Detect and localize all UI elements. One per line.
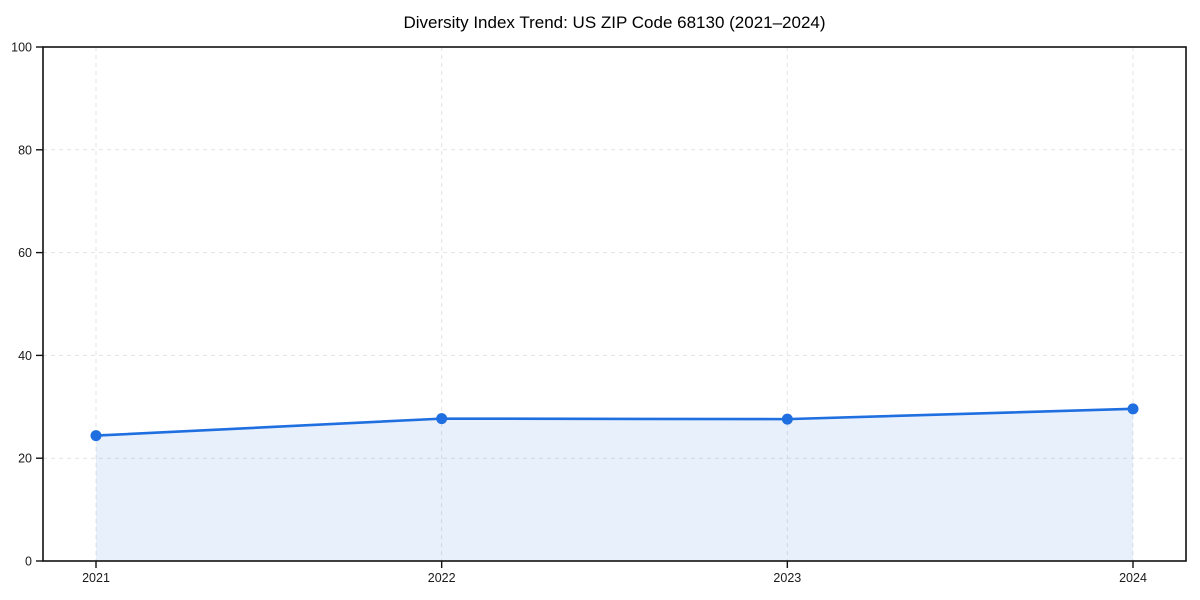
- chart-title: Diversity Index Trend: US ZIP Code 68130…: [403, 13, 826, 32]
- x-tick-label: 2023: [773, 571, 801, 585]
- y-tick-label: 40: [18, 349, 32, 363]
- trend-line: [94, 407, 1135, 437]
- axes-box: [42, 46, 1187, 562]
- data-point-2021: [90, 430, 102, 442]
- data-point-2024: [1127, 403, 1139, 415]
- y-tick-label: 0: [25, 555, 32, 569]
- area-fill: [96, 408, 1133, 561]
- y-tick-label: 60: [18, 246, 32, 260]
- data-point-2022: [436, 413, 448, 425]
- x-tick-label: 2021: [82, 571, 110, 585]
- y-tick-label: 80: [18, 143, 32, 157]
- y-tick-label: 100: [11, 41, 32, 55]
- y-tick-label: 20: [18, 452, 32, 466]
- data-point-2023: [781, 413, 793, 425]
- x-tick-label: 2022: [428, 571, 456, 585]
- x-tick-label: 2024: [1119, 571, 1147, 585]
